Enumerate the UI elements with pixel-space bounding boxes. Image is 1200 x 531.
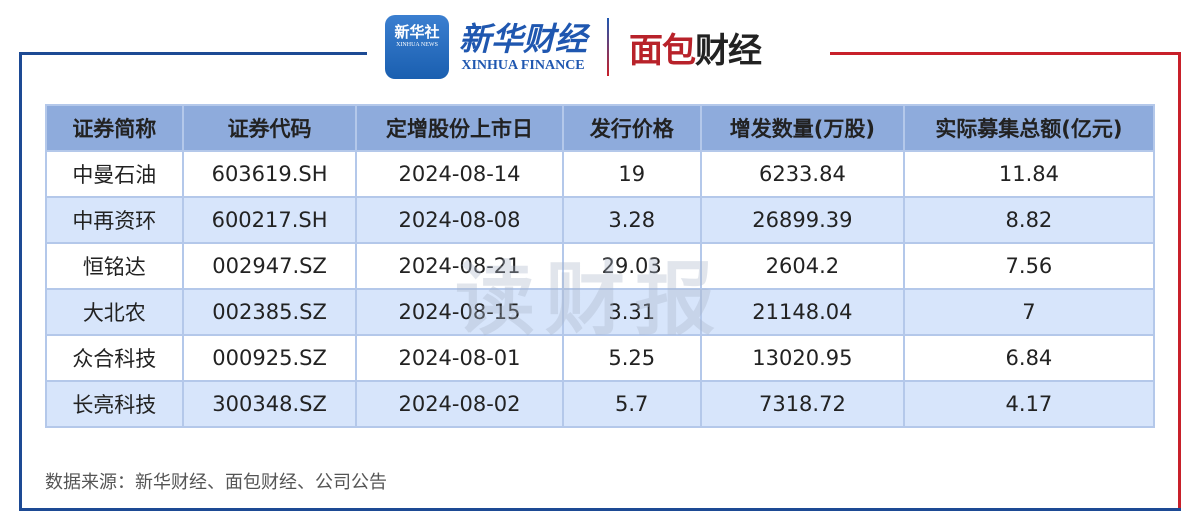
- table-row: 中曼石油 603619.SH 2024-08-14 19 6233.84 11.84: [45, 150, 1156, 198]
- table-cell: 7.56: [902, 242, 1156, 290]
- table-cell: 26899.39: [699, 196, 905, 244]
- frame-bottom: [19, 508, 1181, 511]
- table-cell: 5.7: [561, 380, 702, 428]
- table-cell: 2024-08-08: [355, 196, 564, 244]
- table-cell: 大北农: [45, 288, 184, 336]
- column-header: 证券简称: [45, 104, 184, 152]
- table-cell: 恒铭达: [45, 242, 184, 290]
- table-cell: 7: [902, 288, 1156, 336]
- logo-header: 新华社 XINHUA NEWS 新华财经 XINHUA FINANCE 面包财经: [385, 12, 762, 82]
- frame-top-left: [19, 52, 367, 55]
- partner-a: 面包: [629, 30, 696, 71]
- table-cell: 8.82: [902, 196, 1156, 244]
- table-cell: 11.84: [902, 150, 1156, 198]
- table-cell: 7318.72: [699, 380, 905, 428]
- logo-divider: [607, 18, 610, 76]
- table-cell: 19: [561, 150, 702, 198]
- source-note: 数据来源：新华财经、面包财经、公司公告: [45, 472, 387, 493]
- column-header: 证券代码: [181, 104, 358, 152]
- table-cell: 21148.04: [699, 288, 905, 336]
- frame-top-right: [830, 52, 1181, 55]
- table-cell: 2024-08-14: [355, 150, 564, 198]
- table-cell: 29.03: [561, 242, 702, 290]
- table-cell: 2024-08-21: [355, 242, 564, 290]
- table-row: 恒铭达 002947.SZ 2024-08-21 29.03 2604.2 7.56: [45, 242, 1156, 290]
- table-cell: 002385.SZ: [181, 288, 358, 336]
- frame-left: [19, 52, 22, 511]
- column-header: 定增股份上市日: [355, 104, 564, 152]
- column-header: 发行价格: [561, 104, 702, 152]
- placement-table: 证券简称 证券代码 定增股份上市日 发行价格 增发数量(万股) 实际募集总额(亿元) 中曼…: [45, 104, 1156, 428]
- table-cell: 5.25: [561, 334, 702, 382]
- table-cell: 2024-08-01: [355, 334, 564, 382]
- table-cell: 众合科技: [45, 334, 184, 382]
- table-row: 众合科技 000925.SZ 2024-08-01 5.25 13020.95 6.84: [45, 334, 1156, 382]
- table-header: 证券简称 证券代码 定增股份上市日 发行价格 增发数量(万股) 实际募集总额(亿元): [45, 104, 1156, 152]
- xinhua-finance-logo: 新华财经 XINHUA FINANCE: [459, 20, 587, 74]
- column-header: 增发数量(万股): [699, 104, 905, 152]
- table-cell: 603619.SH: [181, 150, 358, 198]
- app-logo-subtext: XINHUA NEWS: [396, 42, 438, 48]
- xinhua-news-logo: 新华社 XINHUA NEWS: [385, 15, 449, 79]
- table-cell: 3.31: [561, 288, 702, 336]
- table-cell: 002947.SZ: [181, 242, 358, 290]
- brand-cn: 新华财经: [459, 20, 588, 58]
- table-cell: 2604.2: [699, 242, 905, 290]
- table-cell: 600217.SH: [181, 196, 358, 244]
- table-cell: 中再资环: [45, 196, 184, 244]
- table-cell: 中曼石油: [45, 150, 184, 198]
- table-cell: 长亮科技: [45, 380, 184, 428]
- frame-right: [1178, 52, 1181, 511]
- table-cell: 6233.84: [699, 150, 905, 198]
- table-row: 长亮科技 300348.SZ 2024-08-02 5.7 7318.72 4.17: [45, 380, 1156, 428]
- brand-en: XINHUA FINANCE: [461, 58, 585, 73]
- app-logo-text: 新华社: [394, 23, 440, 41]
- table-cell: 6.84: [902, 334, 1156, 382]
- table-cell: 2024-08-02: [355, 380, 564, 428]
- table-cell: 13020.95: [699, 334, 905, 382]
- table-cell: 000925.SZ: [181, 334, 358, 382]
- partner-b: 财经: [695, 30, 762, 71]
- table-row: 大北农 002385.SZ 2024-08-15 3.31 21148.04 7: [45, 288, 1156, 336]
- mianbao-logo: 面包财经: [629, 23, 762, 72]
- table-cell: 300348.SZ: [181, 380, 358, 428]
- table-cell: 2024-08-15: [355, 288, 564, 336]
- table-cell: 4.17: [902, 380, 1156, 428]
- table-row: 中再资环 600217.SH 2024-08-08 3.28 26899.39 8.82: [45, 196, 1156, 244]
- column-header: 实际募集总额(亿元): [902, 104, 1156, 152]
- table-cell: 3.28: [561, 196, 702, 244]
